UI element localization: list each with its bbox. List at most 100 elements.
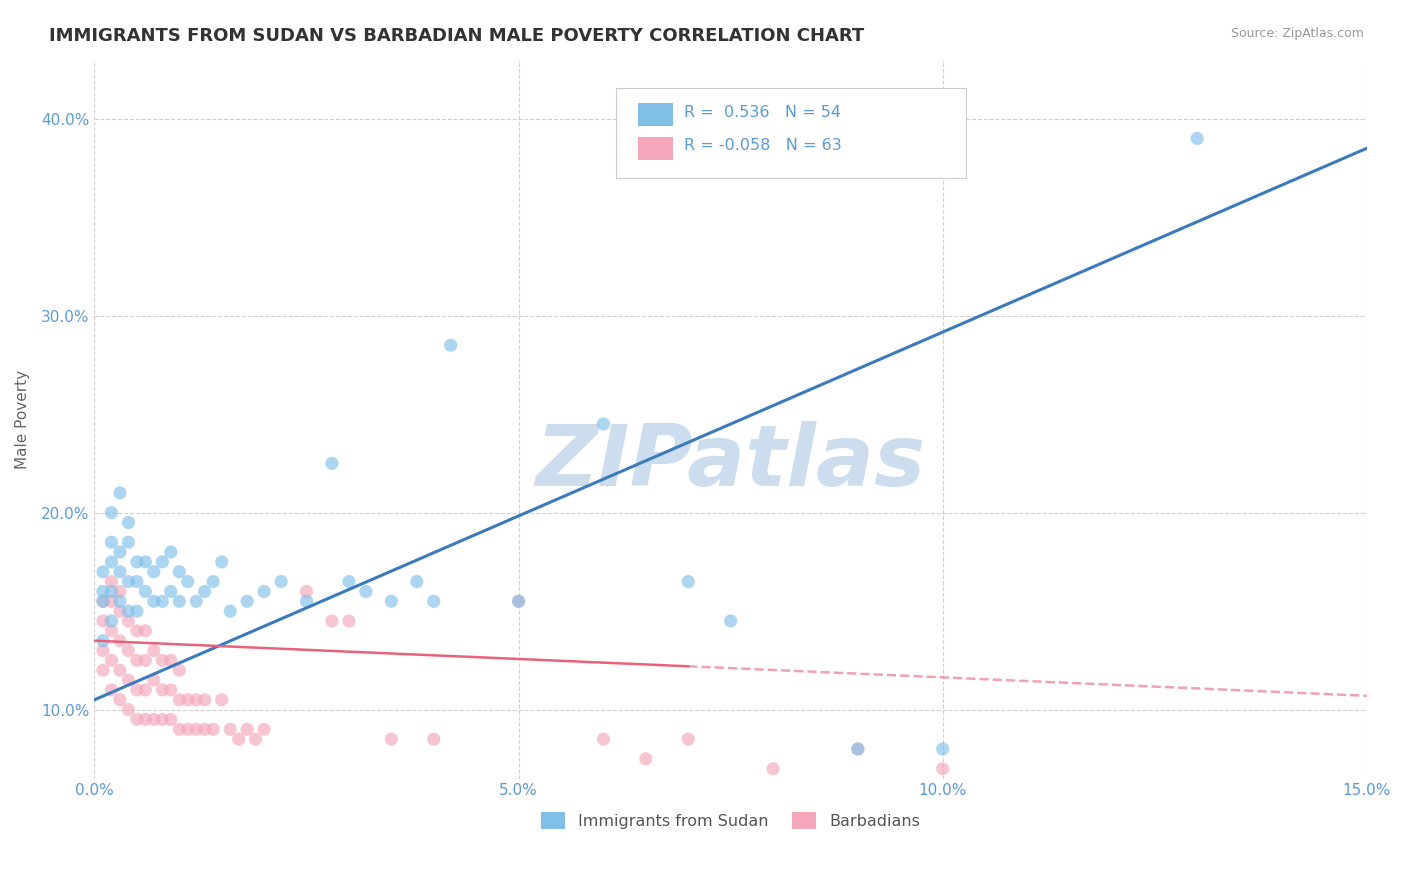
Point bbox=[270, 574, 292, 589]
Point bbox=[321, 614, 343, 628]
Point bbox=[91, 594, 114, 608]
Point bbox=[100, 506, 122, 520]
Point bbox=[440, 338, 463, 352]
Point bbox=[117, 574, 139, 589]
Text: R =  0.536   N = 54: R = 0.536 N = 54 bbox=[683, 104, 841, 120]
Point bbox=[194, 693, 217, 707]
Point bbox=[846, 742, 869, 756]
Point bbox=[134, 653, 156, 667]
Point bbox=[100, 584, 122, 599]
Point bbox=[423, 594, 446, 608]
Point bbox=[108, 633, 131, 648]
Point bbox=[91, 565, 114, 579]
Point bbox=[508, 594, 530, 608]
Point bbox=[125, 682, 148, 697]
Point bbox=[134, 555, 156, 569]
Point bbox=[134, 713, 156, 727]
Point bbox=[236, 723, 259, 737]
Point bbox=[186, 723, 208, 737]
Point bbox=[177, 693, 200, 707]
Text: R = -0.058   N = 63: R = -0.058 N = 63 bbox=[683, 138, 841, 153]
Point bbox=[245, 732, 267, 747]
Point bbox=[142, 713, 165, 727]
Point bbox=[169, 693, 191, 707]
Point bbox=[100, 574, 122, 589]
Point bbox=[931, 762, 953, 776]
Point bbox=[846, 742, 869, 756]
Point bbox=[676, 574, 699, 589]
Point bbox=[134, 682, 156, 697]
Point bbox=[125, 574, 148, 589]
Point bbox=[169, 594, 191, 608]
Point bbox=[117, 643, 139, 657]
Bar bbox=[638, 137, 673, 161]
Point bbox=[108, 486, 131, 500]
Point bbox=[380, 732, 402, 747]
Point bbox=[117, 535, 139, 549]
Point bbox=[236, 594, 259, 608]
Point bbox=[219, 723, 242, 737]
Point bbox=[91, 614, 114, 628]
Point bbox=[117, 703, 139, 717]
Point bbox=[634, 752, 657, 766]
Point bbox=[295, 584, 318, 599]
Point bbox=[202, 723, 225, 737]
Point bbox=[117, 604, 139, 618]
Point bbox=[219, 604, 242, 618]
Point bbox=[150, 682, 173, 697]
Point bbox=[186, 594, 208, 608]
Point bbox=[321, 457, 343, 471]
Point bbox=[380, 594, 402, 608]
Point bbox=[177, 574, 200, 589]
Point bbox=[405, 574, 427, 589]
Point bbox=[108, 693, 131, 707]
Point bbox=[423, 732, 446, 747]
FancyBboxPatch shape bbox=[616, 88, 966, 178]
Point bbox=[100, 682, 122, 697]
Point bbox=[125, 653, 148, 667]
Point bbox=[720, 614, 742, 628]
Point bbox=[125, 713, 148, 727]
Point bbox=[100, 594, 122, 608]
Point bbox=[676, 732, 699, 747]
Point bbox=[142, 594, 165, 608]
Point bbox=[169, 663, 191, 677]
Point bbox=[125, 555, 148, 569]
Point bbox=[134, 624, 156, 638]
Text: IMMIGRANTS FROM SUDAN VS BARBADIAN MALE POVERTY CORRELATION CHART: IMMIGRANTS FROM SUDAN VS BARBADIAN MALE … bbox=[49, 27, 865, 45]
Point bbox=[508, 594, 530, 608]
Y-axis label: Male Poverty: Male Poverty bbox=[15, 369, 30, 468]
Point bbox=[125, 604, 148, 618]
Point bbox=[159, 545, 181, 559]
Point bbox=[134, 584, 156, 599]
Point bbox=[253, 723, 276, 737]
Point bbox=[117, 614, 139, 628]
Point bbox=[100, 535, 122, 549]
Point bbox=[211, 555, 233, 569]
Point bbox=[159, 713, 181, 727]
Point bbox=[150, 555, 173, 569]
Text: Source: ZipAtlas.com: Source: ZipAtlas.com bbox=[1230, 27, 1364, 40]
Point bbox=[91, 594, 114, 608]
Point bbox=[100, 555, 122, 569]
Point bbox=[100, 614, 122, 628]
Point bbox=[91, 584, 114, 599]
Point bbox=[931, 742, 953, 756]
Point bbox=[150, 594, 173, 608]
Point bbox=[100, 624, 122, 638]
Point bbox=[592, 732, 614, 747]
Point bbox=[194, 584, 217, 599]
Point bbox=[202, 574, 225, 589]
Point bbox=[354, 584, 377, 599]
Point bbox=[142, 565, 165, 579]
Point bbox=[91, 643, 114, 657]
Point bbox=[169, 723, 191, 737]
Point bbox=[150, 713, 173, 727]
Point bbox=[108, 594, 131, 608]
Point bbox=[100, 653, 122, 667]
Point bbox=[91, 633, 114, 648]
Point bbox=[108, 584, 131, 599]
Point bbox=[337, 574, 360, 589]
Point bbox=[142, 643, 165, 657]
Text: ZIPatlas: ZIPatlas bbox=[536, 421, 925, 504]
